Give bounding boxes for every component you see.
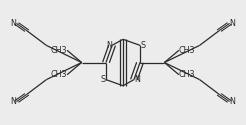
Text: N: N [230,19,235,28]
Text: N: N [134,75,140,84]
Text: N: N [230,97,235,106]
Text: N: N [106,41,112,50]
Text: CH3: CH3 [179,70,195,79]
Text: CH3: CH3 [179,46,195,55]
Text: N: N [11,19,16,28]
Text: S: S [101,75,106,84]
Text: N: N [11,97,16,106]
Text: S: S [140,41,145,50]
Text: CH3: CH3 [51,70,67,79]
Text: CH3: CH3 [51,46,67,55]
